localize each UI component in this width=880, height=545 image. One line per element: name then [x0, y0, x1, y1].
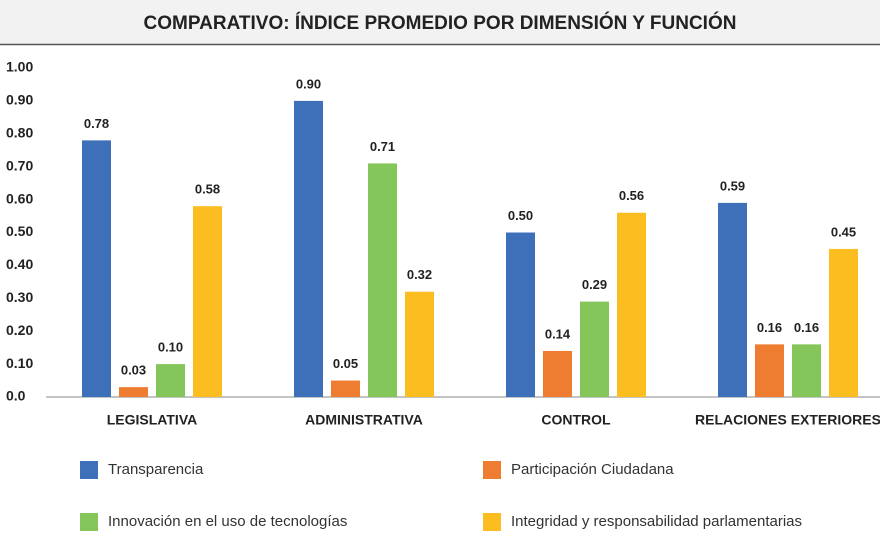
data-label: 0.16 [757, 320, 782, 335]
x-tick-label: RELACIONES EXTERIORES [695, 412, 880, 428]
y-tick-label: 0.90 [6, 92, 33, 108]
data-label: 0.32 [407, 267, 432, 282]
bar [119, 387, 148, 397]
data-label: 0.05 [333, 356, 358, 371]
y-tick-label: 0.70 [6, 157, 33, 173]
data-label: 0.71 [370, 139, 395, 154]
data-label: 0.29 [582, 277, 607, 292]
chart-title: COMPARATIVO: ÍNDICE PROMEDIO POR DIMENSI… [144, 12, 737, 34]
legend-label: Integridad y responsabilidad parlamentar… [511, 513, 802, 530]
title-band [0, 0, 880, 44]
legend-swatch [80, 461, 98, 479]
data-label: 0.45 [831, 224, 856, 239]
data-label: 0.59 [720, 178, 745, 193]
legend-swatch [80, 513, 98, 531]
bar [792, 344, 821, 397]
data-label: 0.78 [84, 116, 109, 131]
bar [580, 301, 609, 397]
legend-swatch [483, 513, 501, 531]
legend-label: Participación Ciudadana [511, 461, 674, 478]
x-tick-label: ADMINISTRATIVA [305, 412, 423, 428]
bar [405, 291, 434, 397]
bar [368, 163, 397, 397]
y-tick-label: 0.10 [6, 355, 33, 371]
data-label: 0.50 [508, 208, 533, 223]
bar [82, 140, 111, 397]
bar [294, 100, 323, 398]
y-tick-label: 0.0 [6, 388, 26, 404]
data-label: 0.10 [158, 340, 183, 355]
y-tick-label: 1.00 [6, 59, 33, 75]
bar [829, 248, 858, 397]
y-tick-label: 0.30 [6, 289, 33, 305]
bar [543, 350, 572, 397]
y-tick-label: 0.20 [6, 322, 33, 338]
data-label: 0.56 [619, 188, 644, 203]
bar [506, 232, 535, 397]
x-tick-label: LEGISLATIVA [107, 412, 197, 428]
data-label: 0.03 [121, 363, 146, 378]
bar [156, 364, 185, 397]
bar [617, 212, 646, 397]
bar [718, 202, 747, 397]
y-tick-label: 0.40 [6, 256, 33, 272]
bar [755, 344, 784, 397]
y-tick-label: 0.60 [6, 190, 33, 206]
legend-swatch [483, 461, 501, 479]
x-tick-label: CONTROL [541, 412, 611, 428]
bar [193, 206, 222, 397]
y-tick-label: 0.80 [6, 125, 33, 141]
legend-label: Transparencia [108, 461, 204, 478]
bar [331, 380, 360, 397]
y-tick-label: 0.50 [6, 223, 33, 239]
data-label: 0.14 [545, 326, 571, 341]
legend-label: Innovación en el uso de tecnologías [108, 513, 347, 530]
data-label: 0.90 [296, 76, 321, 91]
data-label: 0.58 [195, 182, 220, 197]
data-label: 0.16 [794, 320, 819, 335]
